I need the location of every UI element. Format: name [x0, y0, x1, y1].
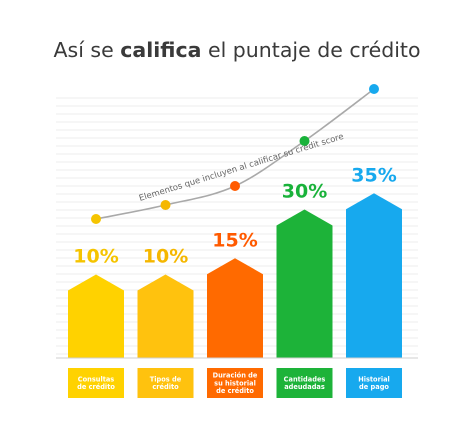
trend-dot — [91, 214, 101, 224]
category-label: Duración de su historial de crédito — [213, 372, 258, 395]
category-box — [137, 368, 194, 398]
value-label: 30% — [282, 181, 327, 203]
trend-dot — [369, 84, 379, 94]
bar — [68, 274, 124, 358]
bar — [276, 209, 333, 358]
category-box — [346, 368, 402, 398]
category-box — [207, 368, 263, 398]
value-label: 10% — [143, 246, 188, 268]
bars: 10% 10% 15% 30% 35% — [68, 164, 402, 358]
bar — [137, 274, 194, 358]
trend-dot — [230, 181, 240, 191]
category-labels: Consultas de crédito Tipos de crédito Duraci… — [68, 368, 402, 398]
category-label: Cantidades adeudadas — [284, 376, 326, 392]
title-suffix: el puntaje de crédito — [201, 38, 420, 62]
category-label: Consultas de crédito — [77, 376, 115, 392]
category-label: Historial de pago — [358, 376, 390, 392]
trend-dot — [299, 136, 310, 146]
value-label: 15% — [212, 229, 257, 251]
trend-dot — [160, 200, 171, 210]
trend-dots — [91, 84, 379, 224]
bar — [207, 258, 263, 358]
bar — [346, 193, 402, 358]
value-label: 10% — [73, 246, 118, 268]
title-bold: califica — [120, 38, 201, 62]
value-label: 35% — [351, 164, 396, 186]
chart-title: Así se califica el puntaje de crédito — [53, 38, 420, 62]
category-label: Tipos de crédito — [150, 376, 182, 392]
category-box — [68, 368, 124, 398]
title-prefix: Así se — [53, 38, 120, 62]
category-box — [276, 368, 333, 398]
